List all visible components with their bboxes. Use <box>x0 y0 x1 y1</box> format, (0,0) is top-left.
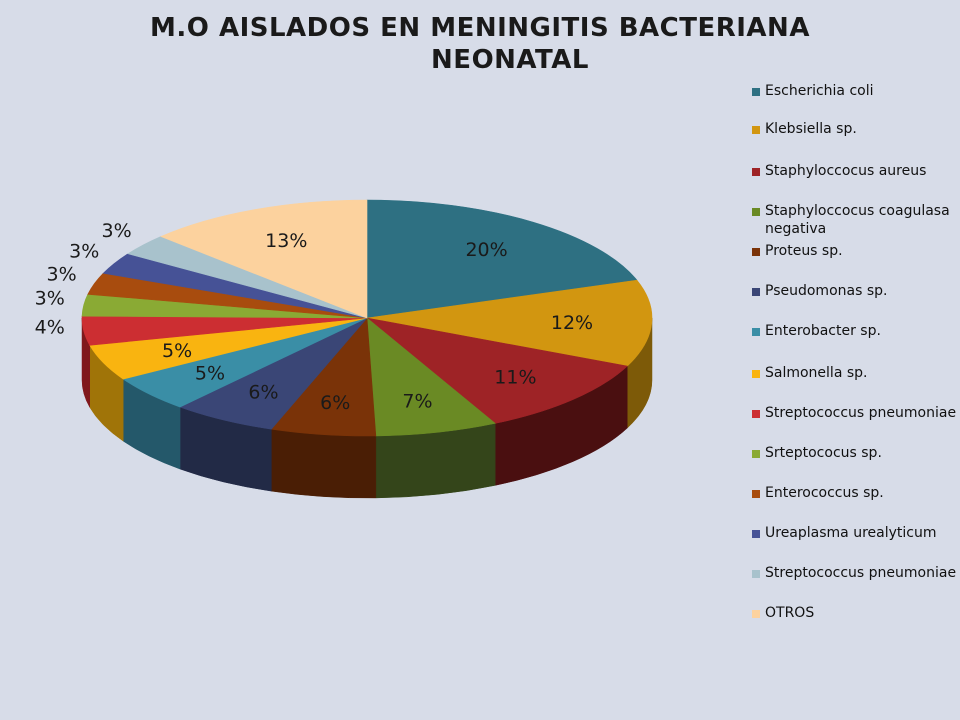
pie-slice-0 <box>366 199 638 319</box>
legend-swatch-1 <box>752 126 760 134</box>
pie-slice-13 <box>160 199 368 319</box>
legend-item-0: Escherichia coli <box>752 82 957 100</box>
pie-label-8: 4% <box>35 316 65 338</box>
chart-title-line1: M.O AISLADOS EN MENINGITIS BACTERIANA <box>150 13 810 43</box>
legend-swatch-5 <box>752 288 760 296</box>
pie-slice-2 <box>366 317 628 424</box>
legend-item-11: Ureaplasma urealyticum <box>752 524 957 542</box>
pie-label-5: 6% <box>248 381 278 403</box>
legend-item-13: OTROS <box>752 604 957 622</box>
legend-label-8: Streptococcus pneumoniae <box>765 405 957 421</box>
legend-item-4: Proteus sp. <box>752 242 957 260</box>
legend-label-6: Enterobacter sp. <box>765 323 881 339</box>
legend-label-3: Staphyloccocus coagulasa negativa <box>765 203 950 237</box>
pie-label-7: 5% <box>162 340 192 362</box>
pie-label-4: 6% <box>320 392 350 414</box>
legend-label-12: Streptococcus pneumoniae <box>765 565 957 581</box>
legend-swatch-0 <box>752 88 760 96</box>
legend-swatch-3 <box>752 208 760 216</box>
legend-item-7: Salmonella sp. <box>752 364 957 382</box>
legend-swatch-11 <box>752 530 760 538</box>
pie-labels: 20%12%11%7%6%6%5%5%4%3%3%3%3% 13% <box>35 220 593 414</box>
legend-label-2: Staphyloccocus aureus <box>765 163 927 179</box>
legend-swatch-2 <box>752 168 760 176</box>
pie-slice-3 <box>366 317 496 437</box>
legend-swatch-7 <box>752 370 760 378</box>
pie-label-2: 11% <box>494 367 536 389</box>
legend-label-5: Pseudomonas sp. <box>765 283 888 299</box>
pie-label-6: 5% <box>195 363 225 385</box>
legend-swatch-6 <box>752 328 760 336</box>
legend-swatch-13 <box>752 610 760 618</box>
legend-label-4: Proteus sp. <box>765 243 843 259</box>
legend-swatch-8 <box>752 410 760 418</box>
legend-item-2: Staphyloccocus aureus <box>752 162 957 180</box>
pie-slice-1 <box>366 279 653 367</box>
legend-label-11: Ureaplasma urealyticum <box>765 525 937 541</box>
pie-label-0: 20% <box>465 239 507 261</box>
legend-swatch-4 <box>752 248 760 256</box>
pie-label-10: 3% <box>47 264 77 286</box>
pie-label-13: 13% <box>265 230 307 252</box>
legend-item-9: Srteptococus sp. <box>752 444 957 462</box>
legend-label-9: Srteptococus sp. <box>765 445 882 461</box>
chart-title-line2: NEONATAL <box>431 45 589 75</box>
legend-swatch-12 <box>752 570 760 578</box>
legend-item-3: Staphyloccocus coagulasa negativa <box>752 202 957 238</box>
legend-label-1: Klebsiella sp. <box>765 121 857 137</box>
pie-slice-side-4 <box>271 428 377 499</box>
chart-title: M.O AISLADOS EN MENINGITIS BACTERIANA NE… <box>20 12 940 76</box>
legend-item-10: Enterococcus sp. <box>752 484 957 502</box>
legend-label-10: Enterococcus sp. <box>765 485 884 501</box>
pie-label-12: 3% <box>102 220 132 242</box>
legend-label-7: Salmonella sp. <box>765 365 868 381</box>
pie-label-9: 3% <box>35 288 65 310</box>
legend-label-0: Escherichia coli <box>765 83 874 99</box>
legend-label-13: OTROS <box>765 605 815 621</box>
legend-item-1: Klebsiella sp. <box>752 120 957 138</box>
legend-item-8: Streptococcus pneumoniae <box>752 404 957 422</box>
pie-label-3: 7% <box>402 390 432 412</box>
pie-label-11: 3% <box>69 241 99 263</box>
legend-swatch-10 <box>752 490 760 498</box>
pie-label-1: 12% <box>551 312 593 334</box>
legend-item-5: Pseudomonas sp. <box>752 282 957 300</box>
legend-swatch-9 <box>752 450 760 458</box>
legend-item-12: Streptococcus pneumoniae <box>752 564 957 582</box>
pie-tops <box>81 199 653 437</box>
pie-sides <box>81 317 653 499</box>
legend-item-6: Enterobacter sp. <box>752 322 957 340</box>
